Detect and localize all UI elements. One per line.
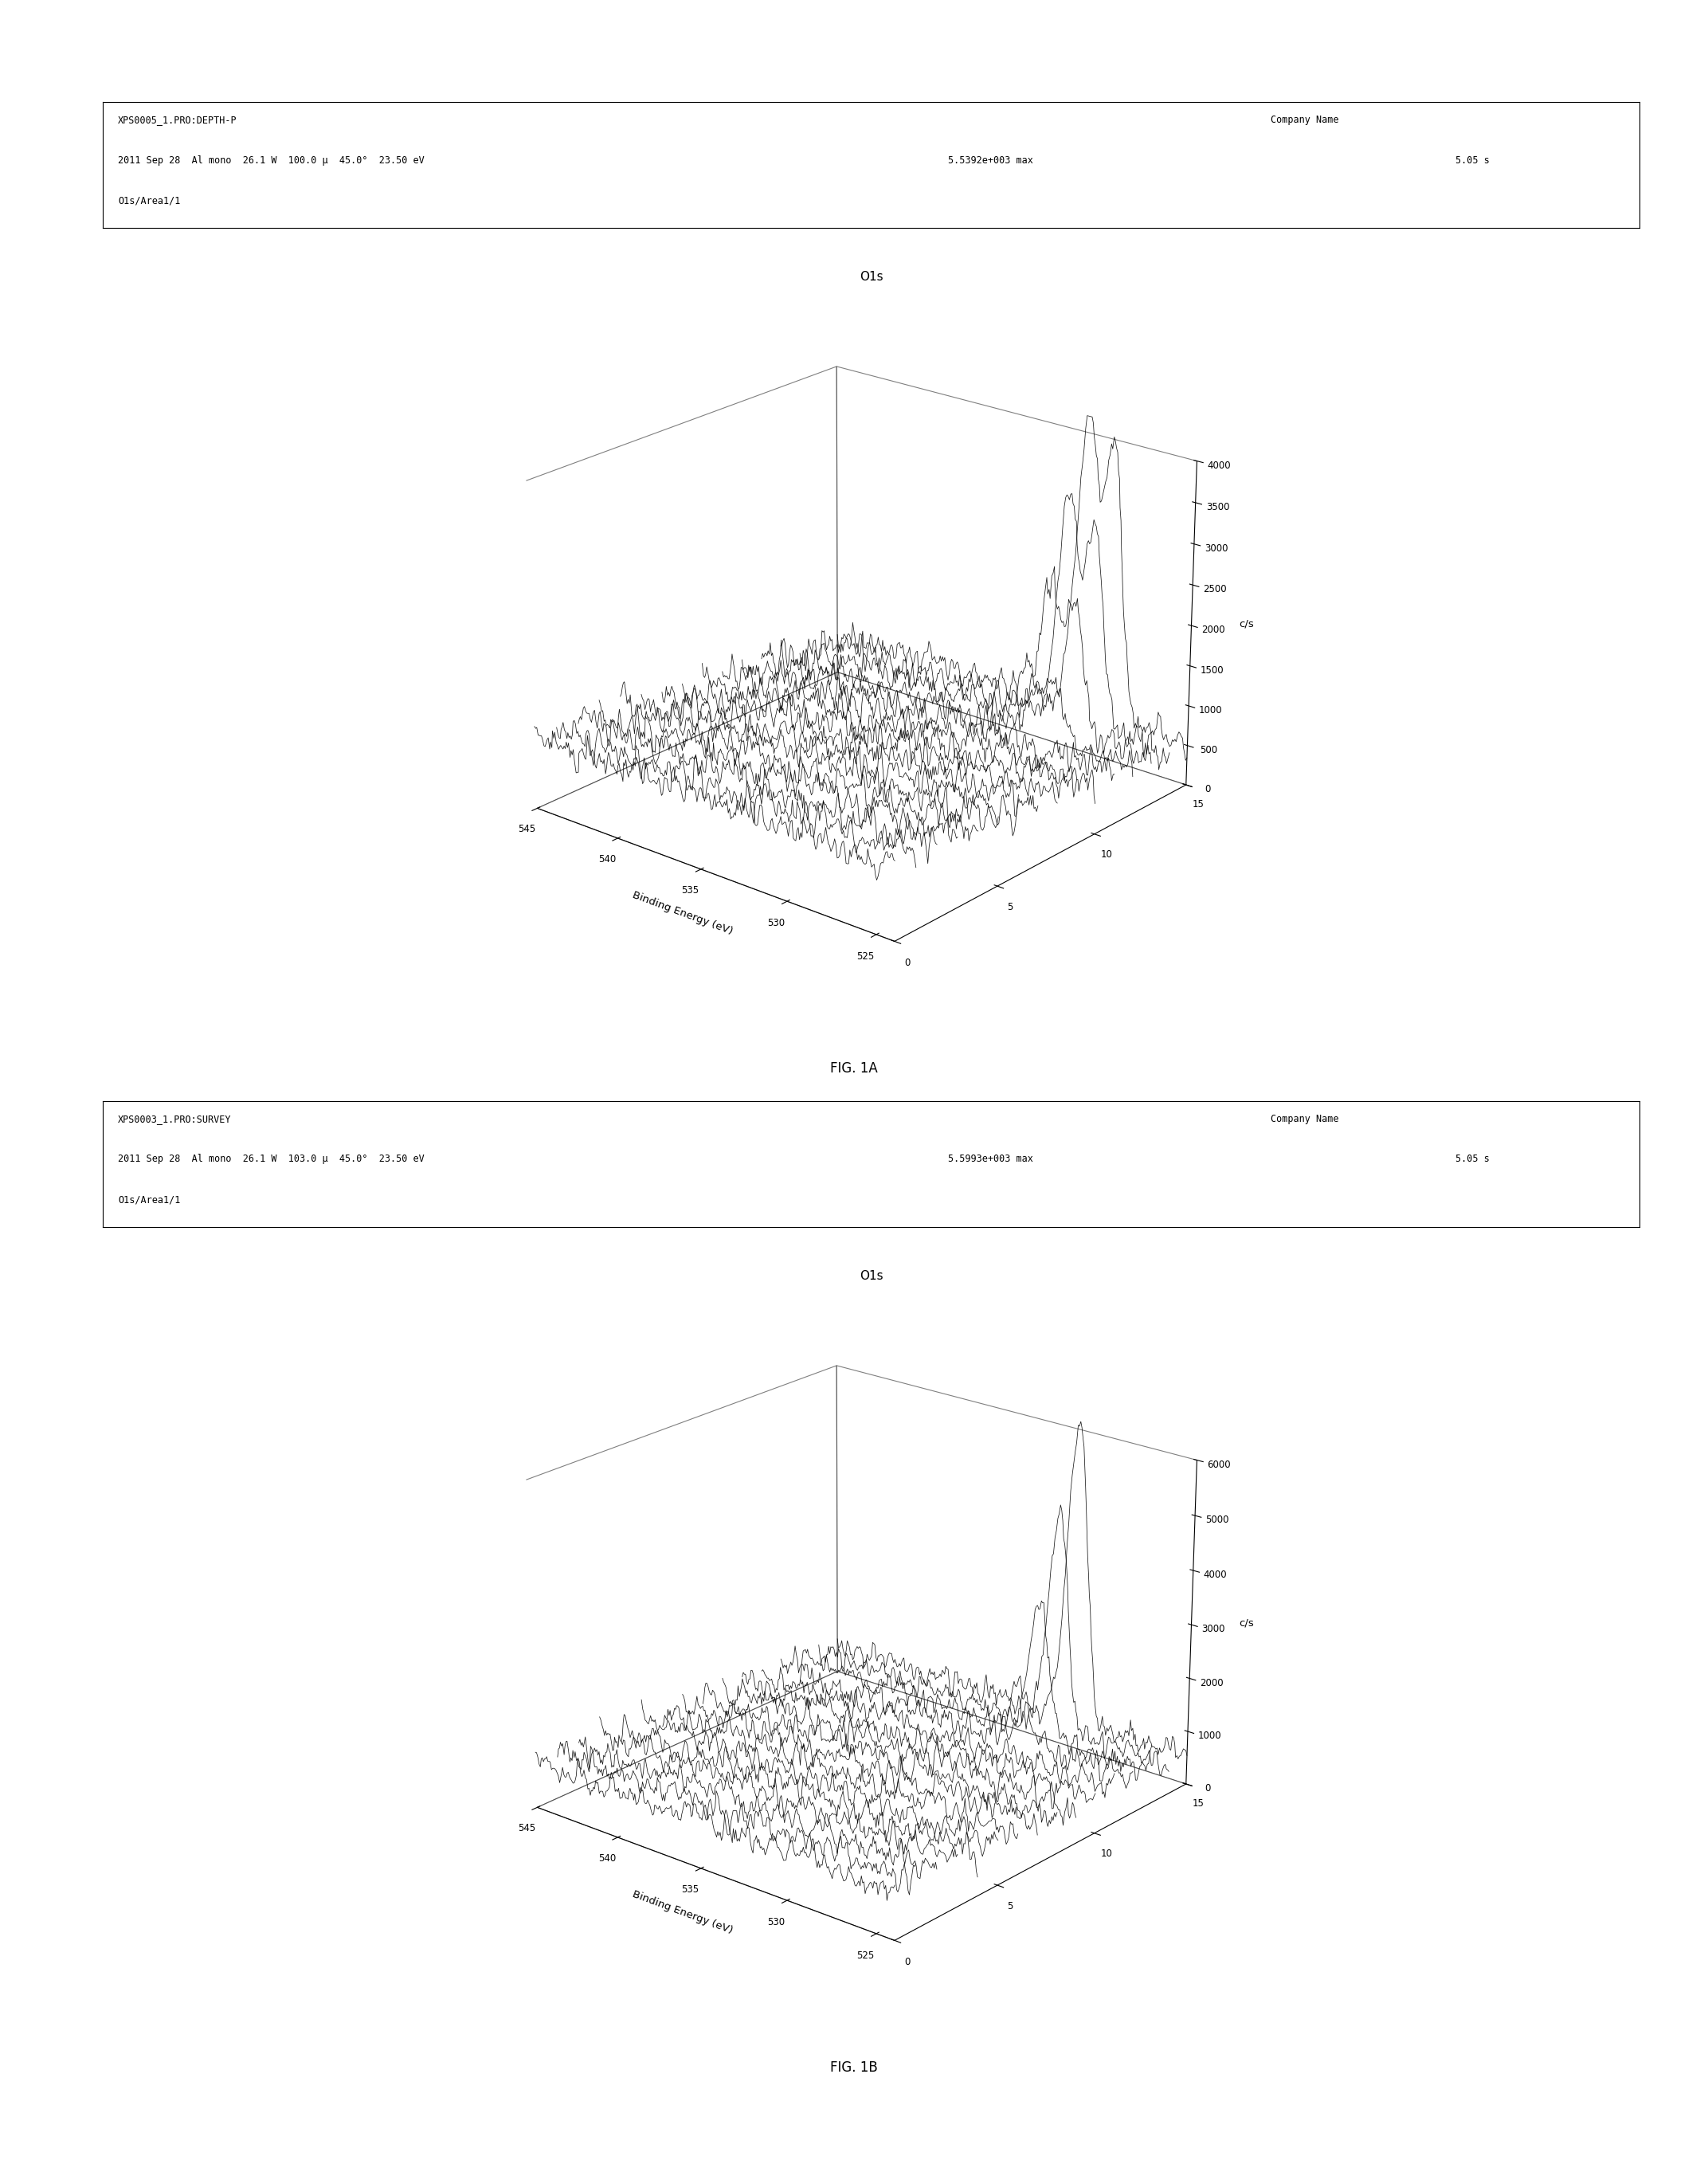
Text: 5.05 s: 5.05 s [1455,1153,1489,1164]
Text: O1s: O1s [859,272,883,282]
Text: 2011 Sep 28  Al mono  26.1 W  100.0 μ  45.0°  23.50 eV: 2011 Sep 28 Al mono 26.1 W 100.0 μ 45.0°… [118,154,424,165]
Text: 5.5392e+003 max: 5.5392e+003 max [948,154,1033,165]
Text: 2011 Sep 28  Al mono  26.1 W  103.0 μ  45.0°  23.50 eV: 2011 Sep 28 Al mono 26.1 W 103.0 μ 45.0°… [118,1153,424,1164]
Text: XPS0005_1.PRO:DEPTH-P: XPS0005_1.PRO:DEPTH-P [118,115,237,126]
Text: 5.05 s: 5.05 s [1455,154,1489,165]
Text: O1s/Area1/1: O1s/Area1/1 [118,1195,181,1205]
Text: 5.5993e+003 max: 5.5993e+003 max [948,1153,1033,1164]
Text: O1s/Area1/1: O1s/Area1/1 [118,195,181,206]
Text: FIG. 1A: FIG. 1A [830,1062,878,1075]
Text: FIG. 1B: FIG. 1B [830,2061,878,2074]
X-axis label: Binding Energy (eV): Binding Energy (eV) [630,1890,734,1935]
Text: Company Name: Company Name [1271,1114,1339,1125]
Text: XPS0003_1.PRO:SURVEY: XPS0003_1.PRO:SURVEY [118,1114,231,1125]
Text: Company Name: Company Name [1271,115,1339,126]
X-axis label: Binding Energy (eV): Binding Energy (eV) [630,891,734,936]
Text: O1s: O1s [859,1271,883,1281]
